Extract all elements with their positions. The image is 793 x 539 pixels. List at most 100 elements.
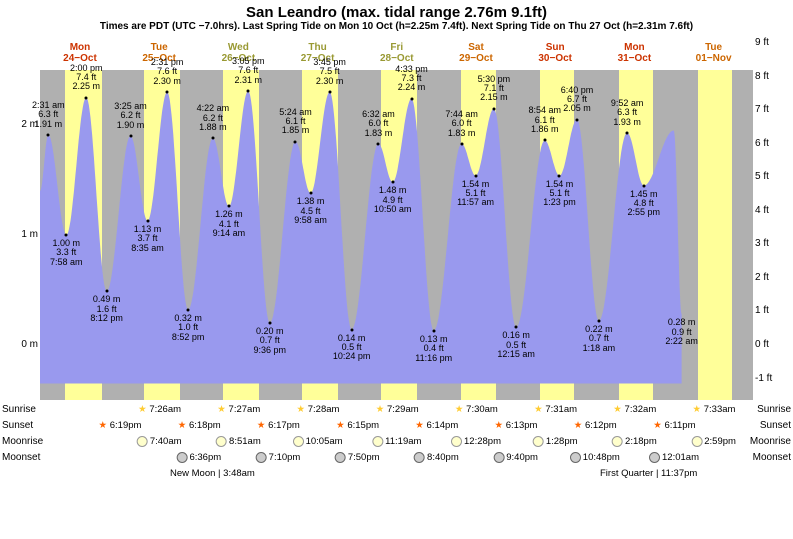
footer-time: ★7:31am xyxy=(533,404,577,415)
footer-time: 7:50pm xyxy=(335,452,380,463)
tide-point xyxy=(558,174,561,177)
footer-time: 9:40pm xyxy=(493,452,538,463)
tide-point xyxy=(328,91,331,94)
tide-point xyxy=(432,329,435,332)
sunrise-icon: ★ xyxy=(454,404,464,415)
tide-label: 1.13 m3.7 ft8:35 am xyxy=(131,225,164,253)
tide-point xyxy=(492,107,495,110)
moonrise-icon xyxy=(691,436,702,447)
footer-time: ★7:29am xyxy=(375,404,419,415)
tide-label: 0.13 m0.4 ft11:16 pm xyxy=(415,335,452,363)
moonset-icon xyxy=(493,452,504,463)
tide-label: 1.48 m4.9 ft10:50 am xyxy=(374,186,412,214)
tide-point xyxy=(129,135,132,138)
y-tick-ft: 8 ft xyxy=(755,71,793,82)
tide-point xyxy=(227,205,230,208)
moonrise-icon xyxy=(451,436,462,447)
chart-title: San Leandro (max. tidal range 2.76m 9.1f… xyxy=(0,0,793,21)
footer-row-label: Moonrise xyxy=(2,436,43,447)
tide-label: 3:05 pm7.6 ft2.31 m xyxy=(232,57,265,85)
footer-time: 8:51am xyxy=(216,436,261,447)
day-header: Tue01−Nov xyxy=(682,42,746,64)
day-header: Mon31−Oct xyxy=(602,42,666,64)
tide-point xyxy=(247,89,250,92)
y-tick-ft: 5 ft xyxy=(755,171,793,182)
y-tick-ft: 9 ft xyxy=(755,37,793,48)
footer-time: 6:36pm xyxy=(176,452,221,463)
tide-point xyxy=(294,140,297,143)
tide-label: 3:45 pm7.5 ft2.30 m xyxy=(313,58,346,86)
tide-label: 6:40 pm6.7 ft2.05 m xyxy=(561,86,594,114)
footer-time: ★6:19pm xyxy=(98,420,142,431)
tide-point xyxy=(597,319,600,322)
tide-label: 0.49 m1.6 ft8:12 pm xyxy=(90,295,123,323)
y-tick-ft: 3 ft xyxy=(755,238,793,249)
footer-time: ★7:27am xyxy=(217,404,261,415)
moonrise-icon xyxy=(612,436,623,447)
footer-time: 2:18pm xyxy=(612,436,657,447)
moonrise-icon xyxy=(216,436,227,447)
tide-label: 2:00 pm7.4 ft2.25 m xyxy=(70,64,103,92)
footer-time: ★6:12pm xyxy=(573,420,617,431)
chart-subtitle: Times are PDT (UTC −7.0hrs). Last Spring… xyxy=(0,21,793,34)
tide-label: 5:30 pm7.1 ft2.15 m xyxy=(478,75,511,103)
tide-point xyxy=(309,192,312,195)
tide-point xyxy=(543,139,546,142)
tide-point xyxy=(460,142,463,145)
tide-label: 3:25 am6.2 ft1.90 m xyxy=(114,102,147,130)
tide-label: 6:32 am6.0 ft1.83 m xyxy=(362,110,395,138)
moonset-icon xyxy=(570,452,581,463)
sunset-icon: ★ xyxy=(415,420,425,431)
sunset-icon: ★ xyxy=(494,420,504,431)
sunset-icon: ★ xyxy=(653,420,663,431)
tide-label: 0.14 m0.5 ft10:24 pm xyxy=(333,334,371,362)
y-tick-ft: 1 ft xyxy=(755,305,793,316)
moonset-icon xyxy=(176,452,187,463)
footer-time: 1:28pm xyxy=(533,436,578,447)
tide-point xyxy=(515,326,518,329)
tide-point xyxy=(391,181,394,184)
footer-time: 12:28pm xyxy=(451,436,501,447)
footer-time: ★7:28am xyxy=(296,404,340,415)
tide-point xyxy=(65,234,68,237)
tide-point xyxy=(85,96,88,99)
footer-time: ★7:32am xyxy=(613,404,657,415)
moonset-icon xyxy=(335,452,346,463)
tide-point xyxy=(268,322,271,325)
sun-moon-footer: SunriseSunrise★7:26am★7:27am★7:28am★7:29… xyxy=(40,404,753,484)
footer-row-label: Moonrise xyxy=(750,436,791,447)
tide-label: 1.54 m5.1 ft11:57 am xyxy=(457,180,494,208)
tide-label: 2:31 am6.3 ft1.91 m xyxy=(32,101,65,129)
y-tick-ft: 7 ft xyxy=(755,104,793,115)
tide-label: 9:52 am6.3 ft1.93 m xyxy=(611,99,644,127)
footer-time: ★6:13pm xyxy=(494,420,538,431)
day-header: Fri28−Oct xyxy=(365,42,429,64)
tide-point xyxy=(146,219,149,222)
footer-time: 7:10pm xyxy=(256,452,301,463)
tide-label: 0.20 m0.7 ft9:36 pm xyxy=(253,327,286,355)
tide-chart-container: San Leandro (max. tidal range 2.76m 9.1f… xyxy=(0,0,793,539)
moon-phase-row: New Moon | 3:48amFirst Quarter | 11:37pm xyxy=(40,468,753,484)
footer-row-label: Sunrise xyxy=(2,404,36,415)
footer-time: 10:48pm xyxy=(570,452,620,463)
footer-row-label: Sunset xyxy=(760,420,791,431)
tide-point xyxy=(474,174,477,177)
tide-label: 0.32 m1.0 ft8:52 pm xyxy=(172,314,205,342)
moonset-icon xyxy=(649,452,660,463)
y-axis-feet: -1 ft 0 ft 1 ft 2 ft 3 ft 4 ft 5 ft 6 ft… xyxy=(755,42,793,422)
tide-label: 1.26 m4.1 ft9:14 am xyxy=(213,210,246,238)
footer-time: 8:40pm xyxy=(414,452,459,463)
footer-row-sunset: SunsetSunset★6:19pm★6:18pm★6:17pm★6:15pm… xyxy=(40,420,753,436)
footer-time: ★7:30am xyxy=(454,404,498,415)
sunset-icon: ★ xyxy=(98,420,108,431)
sunrise-icon: ★ xyxy=(296,404,306,415)
tide-label: 7:44 am6.0 ft1.83 m xyxy=(445,110,478,138)
tide-point xyxy=(105,290,108,293)
moonrise-icon xyxy=(293,436,304,447)
y-tick-ft: 6 ft xyxy=(755,138,793,149)
tide-label: 8:54 am6.1 ft1.86 m xyxy=(528,106,561,134)
tide-label: 1.54 m5.1 ft1:23 pm xyxy=(543,180,576,208)
tide-point xyxy=(626,131,629,134)
footer-time: 10:05am xyxy=(293,436,343,447)
moon-phase: New Moon | 3:48am xyxy=(170,468,255,479)
